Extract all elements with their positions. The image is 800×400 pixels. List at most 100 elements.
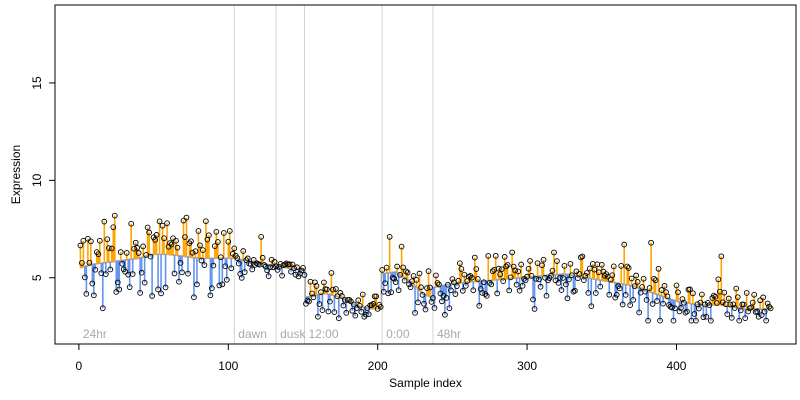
sample-point	[676, 308, 683, 315]
sample-point	[501, 254, 508, 260]
sample-point	[610, 263, 617, 270]
sample-point	[434, 280, 441, 286]
sample-point	[528, 272, 535, 279]
sample-point	[291, 265, 297, 272]
sample-point	[131, 245, 138, 252]
sample-point	[401, 277, 408, 284]
sample-point	[513, 281, 520, 288]
y-tick-label: 5	[30, 274, 44, 281]
sample-point	[340, 302, 347, 309]
sample-point	[530, 296, 536, 303]
sample-point	[669, 304, 675, 311]
sample-point	[159, 222, 166, 229]
sample-point	[346, 297, 353, 303]
sample-point	[177, 259, 184, 266]
sample-point	[691, 311, 698, 317]
sample-point	[325, 308, 332, 315]
sample-point	[424, 285, 430, 291]
sample-point	[338, 293, 345, 299]
segment-label: 12:00	[308, 327, 338, 341]
sample-point	[555, 280, 562, 286]
sample-point	[241, 269, 248, 275]
sample-point	[220, 230, 227, 236]
sample-point	[306, 298, 312, 305]
sample-point	[313, 283, 320, 289]
sample-point	[516, 287, 523, 294]
sample-point	[406, 281, 412, 288]
sample-point	[273, 263, 279, 270]
sample-point	[636, 309, 642, 316]
sample-point	[519, 282, 526, 289]
sample-point	[672, 305, 678, 312]
sample-point	[183, 214, 190, 221]
sample-point	[373, 293, 380, 300]
sample-point	[394, 263, 400, 270]
sample-point	[645, 317, 651, 324]
sample-point	[89, 280, 96, 287]
sample-point	[137, 290, 144, 296]
sample-point	[95, 251, 102, 257]
sample-point	[569, 272, 575, 279]
sample-point	[101, 218, 108, 225]
x-tick-label: 0	[76, 359, 83, 373]
sample-point	[397, 271, 403, 278]
sample-point	[368, 302, 375, 308]
sample-point	[171, 270, 178, 277]
sample-point	[79, 260, 85, 266]
sample-point	[633, 272, 639, 279]
sample-point	[111, 212, 118, 219]
sample-point	[622, 292, 629, 298]
sample-point	[158, 290, 164, 297]
sample-point	[107, 266, 114, 273]
sample-point	[213, 228, 220, 235]
sample-point	[240, 248, 247, 254]
sample-point	[415, 299, 421, 306]
sample-point	[210, 262, 217, 269]
sample-point	[356, 302, 363, 309]
sample-point	[168, 241, 175, 248]
sample-point	[225, 238, 232, 245]
sample-point	[192, 248, 199, 255]
sample-point	[468, 274, 475, 281]
sample-point	[531, 306, 538, 312]
sample-point	[648, 239, 654, 246]
sample-point	[548, 272, 554, 279]
sample-point	[518, 261, 524, 268]
sample-point	[430, 295, 436, 301]
sample-point	[80, 237, 87, 244]
sample-point	[558, 287, 565, 293]
sample-point	[718, 253, 725, 260]
sample-point	[527, 258, 533, 264]
sample-point	[132, 239, 139, 246]
sample-point	[461, 271, 468, 278]
sample-point	[226, 228, 233, 234]
sample-point	[261, 262, 268, 268]
sample-point	[244, 255, 251, 262]
sample-point	[751, 291, 758, 298]
sample-point	[715, 276, 722, 283]
sample-point	[182, 234, 188, 240]
sample-point	[119, 260, 126, 267]
sample-point	[627, 302, 634, 308]
sample-point	[758, 312, 765, 318]
sample-point	[164, 220, 170, 227]
sample-point	[231, 245, 238, 252]
sample-point	[365, 311, 372, 318]
sample-point	[616, 285, 623, 292]
sample-point	[455, 277, 462, 284]
sample-point	[135, 250, 142, 256]
sample-point	[537, 283, 544, 290]
sample-point	[146, 229, 152, 236]
sample-point	[265, 273, 272, 279]
sample-point	[500, 278, 507, 284]
sample-point	[561, 263, 568, 269]
sample-point	[300, 264, 306, 271]
sample-point	[392, 279, 399, 285]
sample-point	[350, 301, 357, 308]
sample-point	[155, 286, 161, 293]
segment-label: 0:00	[386, 327, 410, 341]
sample-point	[566, 276, 572, 283]
sample-point	[539, 262, 545, 269]
sample-point	[712, 293, 719, 300]
